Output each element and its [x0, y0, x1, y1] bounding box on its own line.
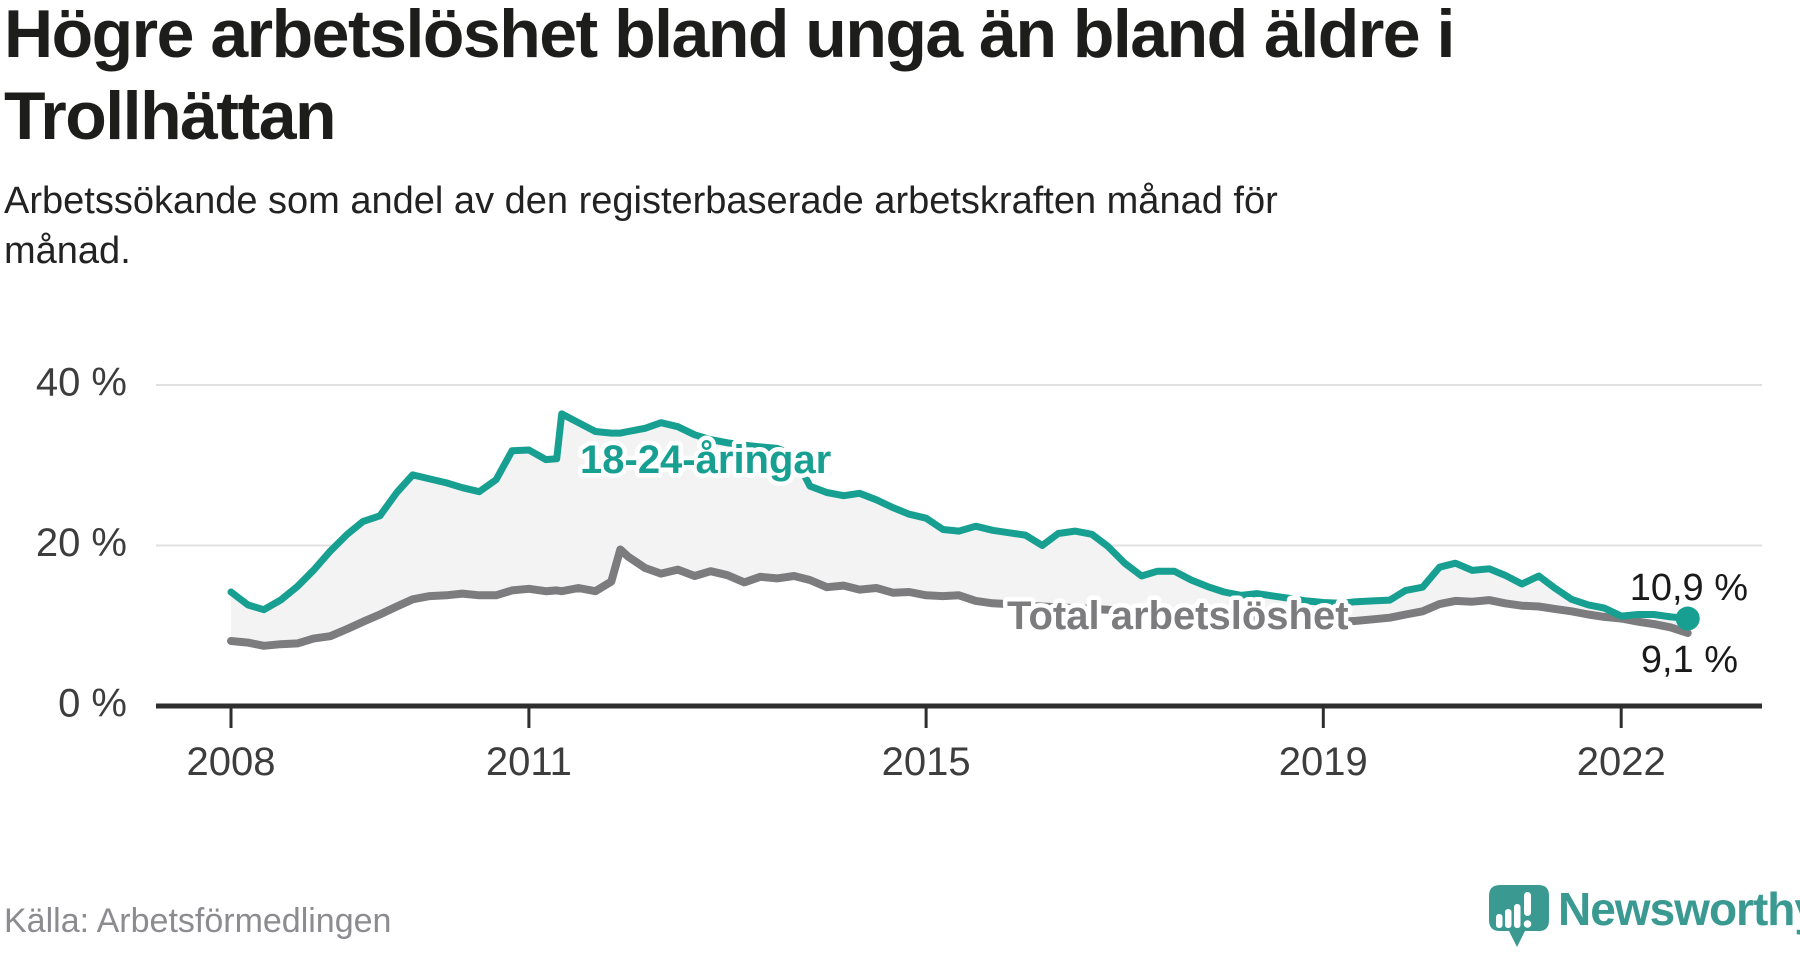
x-tick-label: 2011 — [486, 740, 572, 784]
chart-subtitle: Arbetssökande som andel av den registerb… — [4, 180, 1278, 273]
latest-value-dot — [1675, 606, 1700, 631]
series-label-youth: 18-24-åringar — [580, 438, 831, 482]
series-lines — [227, 410, 1700, 650]
x-axis — [156, 703, 1762, 728]
x-tick-label: 2019 — [1279, 740, 1368, 784]
y-tick-label: 20 % — [36, 521, 127, 565]
x-tick-label: 2022 — [1577, 740, 1666, 784]
line-18-24-aringar — [227, 410, 1692, 622]
bar-chart-speech-bubble-icon — [1489, 885, 1549, 947]
series-label-total: Total arbetslöshet — [1007, 594, 1349, 638]
line-chart: 0 % 20 % 40 % 2008 2011 2015 2019 2022 18-24-år… — [36, 361, 1762, 784]
source-note: Källa: Arbetsförmedlingen — [4, 902, 392, 940]
y-tick-label: 0 % — [58, 682, 127, 726]
end-value-total: 9,1 % — [1641, 639, 1738, 681]
y-tick-label: 40 % — [36, 361, 127, 405]
x-tick-label: 2015 — [882, 740, 971, 784]
tick-labels: 0 % 20 % 40 % 2008 2011 2015 2019 2022 — [36, 361, 1666, 784]
brand-name: Newsworthy — [1558, 883, 1800, 935]
line-total-arbetsloshet — [227, 545, 1692, 650]
page-title: Högre arbetslöshet bland unga än bland ä… — [4, 0, 1455, 154]
end-value-youth: 10,9 % — [1630, 567, 1748, 609]
newsworthy-logo[interactable]: Newsworthy — [1488, 884, 1800, 948]
x-tick-label: 2008 — [187, 740, 276, 784]
